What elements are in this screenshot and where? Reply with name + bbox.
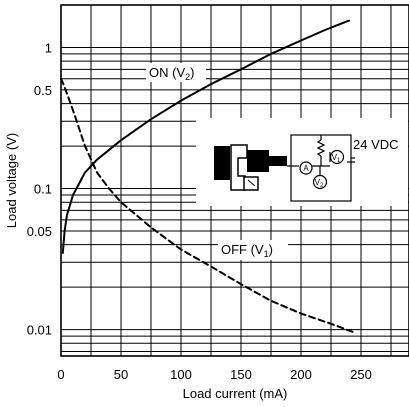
ammeter-icon — [299, 161, 313, 175]
y-tick-label: 0.5 — [34, 83, 52, 98]
x-tick-label: 100 — [170, 367, 192, 382]
y-tick-label: 0.1 — [34, 182, 52, 197]
voltmeter-v2-label: V2 — [315, 178, 324, 189]
tick-labels: 0 50 100 150 200 250 0.01 0.05 0.1 0.5 1 — [27, 40, 372, 382]
series-lines — [60, 19, 356, 334]
y-tick-label: 0.01 — [27, 323, 52, 338]
x-tick-label: 50 — [114, 367, 128, 382]
relay-component-icon — [214, 144, 287, 191]
y-tick-label: 1 — [45, 40, 52, 55]
test-circuit-inset: A V1 V2 24 VDC — [196, 118, 408, 206]
voltmeter-v1-icon — [329, 149, 345, 165]
series-line-off — [60, 77, 356, 334]
x-tick-label: 250 — [350, 367, 372, 382]
x-tick-label: 0 — [57, 367, 64, 382]
ammeter-label: A — [303, 164, 309, 173]
on-series-label: ON (V2) — [149, 65, 194, 82]
series-line-on — [61, 19, 350, 254]
y-tick-label: 0.05 — [27, 224, 52, 239]
plot-frame — [60, 4, 409, 357]
off-label-bg — [218, 240, 288, 260]
on-label-bg — [146, 63, 206, 82]
x-tick-label: 200 — [290, 367, 312, 382]
voltmeter-v1-label: V1 — [332, 153, 341, 164]
off-series-label: OFF (V1) — [221, 242, 273, 259]
x-tick-label: 150 — [230, 367, 252, 382]
y-axis-title: Load voltage (V) — [4, 133, 19, 228]
x-axis-title: Load current (mA) — [183, 386, 288, 401]
supply-voltage-label: 24 VDC — [353, 137, 399, 152]
